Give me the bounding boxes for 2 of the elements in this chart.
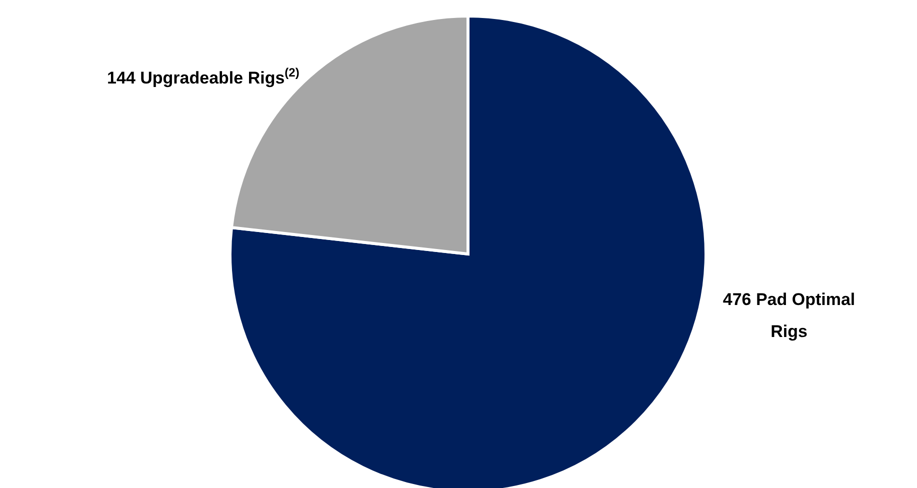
slice-label: 144 Upgradeable Rigs$^{(2)}$	[107, 66, 300, 88]
slice-label: 476 Pad Optimal Rigs	[722, 290, 856, 341]
